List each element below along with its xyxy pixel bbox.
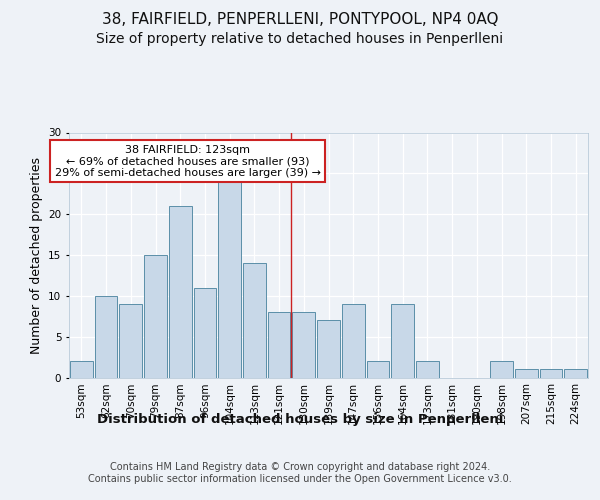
- Text: Size of property relative to detached houses in Penperlleni: Size of property relative to detached ho…: [97, 32, 503, 46]
- Bar: [243, 263, 266, 378]
- Bar: [144, 255, 167, 378]
- Text: Distribution of detached houses by size in Penperlleni: Distribution of detached houses by size …: [97, 412, 503, 426]
- Bar: [391, 304, 414, 378]
- Bar: [292, 312, 315, 378]
- Bar: [119, 304, 142, 378]
- Bar: [218, 182, 241, 378]
- Bar: [342, 304, 365, 378]
- Bar: [169, 206, 191, 378]
- Text: Contains HM Land Registry data © Crown copyright and database right 2024.
Contai: Contains HM Land Registry data © Crown c…: [88, 462, 512, 484]
- Text: 38 FAIRFIELD: 123sqm
← 69% of detached houses are smaller (93)
29% of semi-detac: 38 FAIRFIELD: 123sqm ← 69% of detached h…: [55, 145, 320, 178]
- Y-axis label: Number of detached properties: Number of detached properties: [29, 156, 43, 354]
- Bar: [416, 361, 439, 378]
- Bar: [317, 320, 340, 378]
- Bar: [490, 361, 513, 378]
- Bar: [70, 361, 93, 378]
- Bar: [515, 370, 538, 378]
- Bar: [268, 312, 290, 378]
- Text: 38, FAIRFIELD, PENPERLLENI, PONTYPOOL, NP4 0AQ: 38, FAIRFIELD, PENPERLLENI, PONTYPOOL, N…: [102, 12, 498, 28]
- Bar: [194, 288, 216, 378]
- Bar: [564, 370, 587, 378]
- Bar: [95, 296, 118, 378]
- Bar: [539, 370, 562, 378]
- Bar: [367, 361, 389, 378]
